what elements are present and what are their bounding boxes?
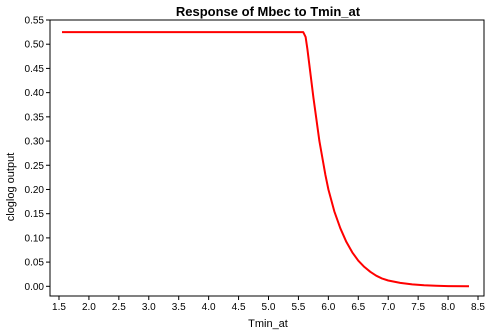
plot-area [49, 19, 485, 297]
y-tick-label: 0.40 [25, 88, 45, 99]
x-tick-label: 6.0 [321, 302, 335, 313]
x-tick-label: 8.0 [441, 302, 455, 313]
y-tick-label: 0.30 [25, 137, 45, 148]
x-tick-label: 7.5 [411, 302, 425, 313]
x-tick-label: 3.0 [142, 302, 156, 313]
y-tick-label: 0.10 [25, 233, 45, 244]
y-tick-label: 0.45 [25, 64, 45, 75]
chart-title: Response of Mbec to Tmin_at [176, 4, 361, 19]
y-tick-label: 0.35 [25, 112, 45, 123]
x-tick-label: 4.5 [232, 302, 246, 313]
y-tick-label: 0.55 [25, 16, 45, 27]
y-tick-label: 0.20 [25, 185, 45, 196]
series-layer [62, 31, 470, 288]
x-tick-label: 2.0 [82, 302, 96, 313]
x-tick-label: 5.5 [291, 302, 305, 313]
x-tick-label: 7.0 [381, 302, 395, 313]
y-tick-label: 0.15 [25, 209, 45, 220]
y-tick-label: 0.00 [25, 282, 45, 293]
x-tick-label: 4.0 [202, 302, 216, 313]
x-tick-label: 3.5 [172, 302, 186, 313]
x-tick-label: 6.5 [351, 302, 365, 313]
x-axis: 1.5 2.0 2.5 3.0 3.5 4.0 4.5 5.0 5.5 6.0 6.5 7.0 7.5 8… [52, 296, 485, 313]
y-axis-label: cloglog output [5, 153, 17, 222]
x-tick-label: 8.5 [471, 302, 485, 313]
y-tick-label: 0.50 [25, 40, 45, 51]
x-axis-label: Tmin_at [248, 318, 288, 330]
x-tick-label: 1.5 [52, 302, 66, 313]
x-tick-label: 5.0 [262, 302, 276, 313]
series-line [62, 31, 470, 288]
y-tick-label: 0.05 [25, 258, 45, 269]
y-tick-label: 0.25 [25, 161, 45, 172]
x-tick-label: 2.5 [112, 302, 126, 313]
y-axis: 0.00 0.05 0.10 0.15 0.20 0.25 0.30 0.35 0.40 0.45… [25, 16, 50, 293]
